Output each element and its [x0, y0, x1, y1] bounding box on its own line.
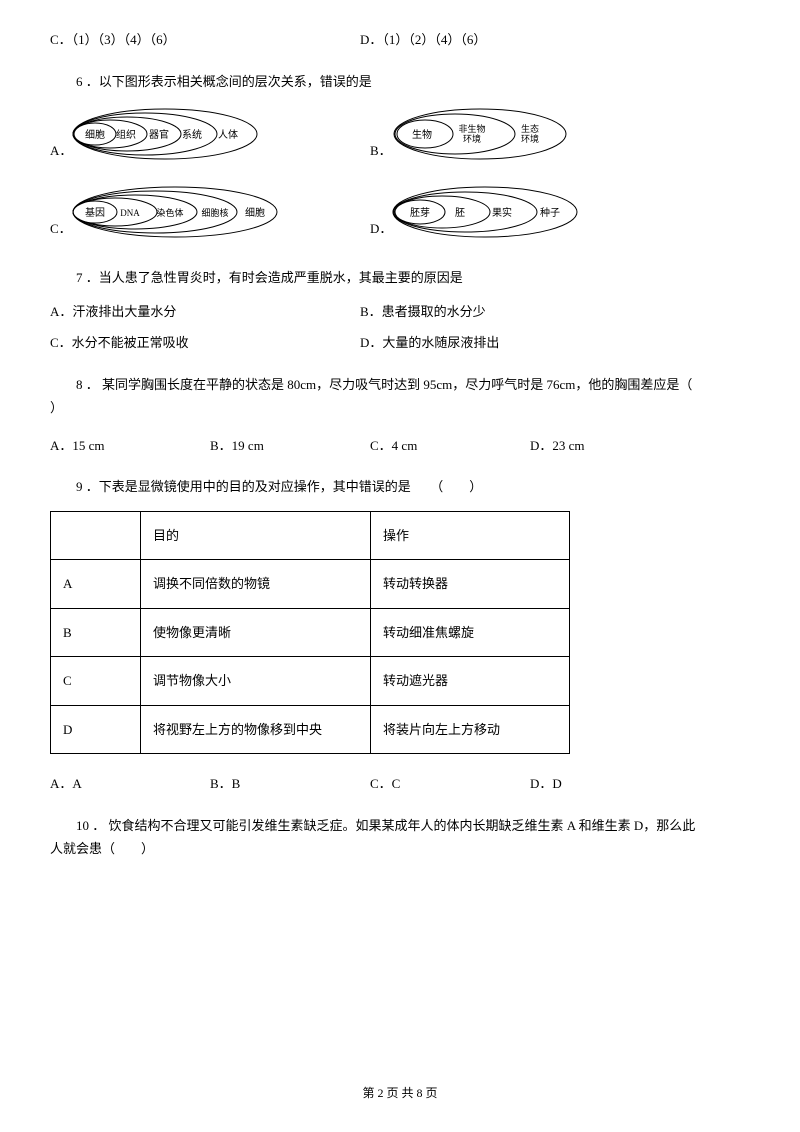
- q7-stem: 7 ．当人患了急性胃炎时，有时会造成严重脱水，其最主要的原因是: [50, 268, 750, 288]
- q6A-t4: 人体: [218, 129, 238, 141]
- q6D-t1: 胚: [455, 207, 465, 219]
- q6A-t1: 组织: [116, 128, 136, 141]
- q6A-t3: 系统: [182, 128, 202, 141]
- q7-optD: D．大量的水随尿液排出: [360, 333, 499, 353]
- q8-optD: D．23 cm: [530, 436, 690, 456]
- q6-diagramC: 基因 DNA 染色体 细胞核 细胞: [70, 183, 280, 241]
- q6-diagramA: 细胞 组织 器官 系统 人体: [70, 105, 260, 163]
- q9-r2-k: C: [51, 657, 141, 706]
- q9-r0-c2: 转动转换器: [371, 560, 570, 609]
- q9-r0-k: A: [51, 560, 141, 609]
- q6-labC: C．: [50, 219, 70, 247]
- q9-r1-c2: 转动细准焦螺旋: [371, 608, 570, 657]
- q6C-t3: 细胞核: [201, 207, 228, 218]
- q8-options: A．15 cm B．19 cm C．4 cm D．23 cm: [50, 436, 750, 456]
- q6B-t1b: 环境: [463, 133, 481, 144]
- q6C-t4: 细胞: [245, 206, 265, 219]
- q9-header-row: 目的 操作: [51, 511, 570, 560]
- q6A-t0: 细胞: [85, 128, 105, 141]
- q7-optC: C．水分不能被正常吸收: [50, 333, 360, 353]
- q8-optA: A．15 cm: [50, 436, 210, 456]
- q6-labA: A．: [50, 141, 70, 169]
- q7-optA: A．汗液排出大量水分: [50, 302, 360, 322]
- q6D-t2: 果实: [492, 206, 512, 219]
- q6C-t0: 基因: [85, 206, 105, 219]
- q9-optB: B．B: [210, 774, 370, 794]
- q6-row2: C． 基因 DNA 染色体 细胞核 细胞 D． 胚芽 胚 果实 种子: [50, 183, 750, 247]
- q6B-t1a: 非生物: [458, 123, 485, 134]
- q9-r1-c1: 使物像更清晰: [141, 608, 371, 657]
- table-row: A 调换不同倍数的物镜 转动转换器: [51, 560, 570, 609]
- q5-optD: D．（1）（2）（4）（6）: [360, 30, 486, 50]
- q9-r3-c1: 将视野左上方的物像移到中央: [141, 705, 371, 754]
- q9-r3-c2: 将装片向左上方移动: [371, 705, 570, 754]
- q9-r2-c2: 转动遮光器: [371, 657, 570, 706]
- q9-r2-c1: 调节物像大小: [141, 657, 371, 706]
- page-footer: 第 2 页 共 8 页: [0, 1084, 800, 1102]
- q10-stem-b: 人就会患（ ）: [50, 839, 750, 859]
- q8-optB: B．19 cm: [210, 436, 370, 456]
- table-row: B 使物像更清晰 转动细准焦螺旋: [51, 608, 570, 657]
- q9-optD: D．D: [530, 774, 690, 794]
- q6D-t3: 种子: [540, 206, 560, 219]
- q6-row1: A． 细胞 组织 器官 系统 人体 B． 生物 非生物 环境 生态 环境: [50, 105, 750, 169]
- q6B-t2a: 生态: [521, 123, 539, 134]
- q9-r3-k: D: [51, 705, 141, 754]
- q5-optC: C．（1）（3）（4）（6）: [50, 30, 360, 50]
- q6-diagramD: 胚芽 胚 果实 种子: [390, 183, 580, 241]
- q9-options: A．A B．B C．C D．D: [50, 774, 750, 794]
- q9-h2: 操作: [371, 511, 570, 560]
- q9-h0: [51, 511, 141, 560]
- table-row: D 将视野左上方的物像移到中央 将装片向左上方移动: [51, 705, 570, 754]
- q8-stem-b: ）: [50, 398, 750, 418]
- q9-stem: 9 ．下表是显微镜使用中的目的及对应操作，其中错误的是 （ ）: [50, 477, 750, 497]
- q6D-t0: 胚芽: [410, 206, 430, 219]
- table-row: C 调节物像大小 转动遮光器: [51, 657, 570, 706]
- q9-h1: 目的: [141, 511, 371, 560]
- q6-labB: B．: [370, 141, 390, 169]
- q7-optB: B．患者摄取的水分少: [360, 302, 486, 322]
- q6-stem: 6 ．以下图形表示相关概念间的层次关系，错误的是: [50, 72, 750, 92]
- q6B-t0: 生物: [412, 128, 432, 141]
- q10-stem-a: 10 ． 饮食结构不合理又可能引发维生素缺乏症。如果某成年人的体内长期缺乏维生素…: [50, 816, 750, 836]
- q8-stem-a: 8 ． 某同学胸围长度在平静的状态是 80cm，尽力吸气时达到 95cm，尽力呼…: [50, 375, 750, 395]
- q5-options-tail: C．（1）（3）（4）（6） D．（1）（2）（4）（6）: [50, 30, 750, 50]
- q6-labD: D．: [370, 219, 390, 247]
- q9-optC: C．C: [370, 774, 530, 794]
- q9-r1-k: B: [51, 608, 141, 657]
- q9-r0-c1: 调换不同倍数的物镜: [141, 560, 371, 609]
- q9-table: 目的 操作 A 调换不同倍数的物镜 转动转换器 B 使物像更清晰 转动细准焦螺旋…: [50, 511, 570, 755]
- q6B-t2b: 环境: [521, 133, 539, 144]
- q6C-t2: 染色体: [156, 207, 183, 218]
- q7-row1: A．汗液排出大量水分 B．患者摄取的水分少: [50, 302, 750, 322]
- q8-optC: C．4 cm: [370, 436, 530, 456]
- q6A-t2: 器官: [149, 128, 169, 141]
- q6-diagramB: 生物 非生物 环境 生态 环境: [390, 105, 570, 163]
- q9-optA: A．A: [50, 774, 210, 794]
- q6C-t1: DNA: [120, 208, 140, 218]
- q7-row2: C．水分不能被正常吸收 D．大量的水随尿液排出: [50, 333, 750, 353]
